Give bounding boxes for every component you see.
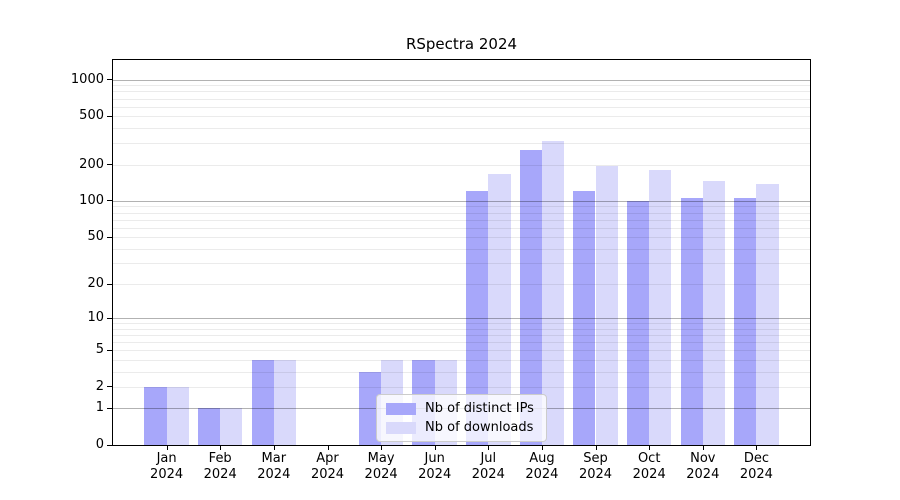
x-tick-label-oct-2024: Oct 2024 xyxy=(632,451,666,482)
bar-downloads-jul-2024 xyxy=(488,173,511,445)
x-tick-mark-oct-2024 xyxy=(649,445,651,450)
x-tick-mark-sep-2024 xyxy=(595,445,597,450)
bar-downloads-dec-2024 xyxy=(756,184,779,445)
legend-item-distinct-ips: Nb of distinct IPs xyxy=(386,401,534,416)
x-tick-mark-nov-2024 xyxy=(702,445,704,450)
x-tick-mark-jun-2024 xyxy=(434,445,436,450)
x-tick-label-mar-2024: Mar 2024 xyxy=(257,451,291,482)
y-tick-label-500: 500 xyxy=(79,108,104,124)
bar-downloads-jan-2024 xyxy=(166,386,189,445)
bar-distinct-ips-oct-2024 xyxy=(626,200,650,445)
x-tick-label-aug-2024: Aug 2024 xyxy=(525,451,559,482)
y-tick-label-200: 200 xyxy=(79,156,104,172)
y-tick-mark-50 xyxy=(107,236,113,238)
bar-downloads-nov-2024 xyxy=(702,181,726,445)
legend-swatch-distinct-ips xyxy=(386,402,416,415)
y-tick-mark-100 xyxy=(107,200,113,202)
x-tick-mark-jan-2024 xyxy=(166,445,168,450)
chart-title: RSpectra 2024 xyxy=(405,35,518,53)
x-tick-label-nov-2024: Nov 2024 xyxy=(686,451,720,482)
x-tick-label-may-2024: May 2024 xyxy=(364,451,398,482)
legend-label-distinct-ips: Nb of distinct IPs xyxy=(425,401,534,416)
x-tick-label-apr-2024: Apr 2024 xyxy=(310,451,345,482)
y-tick-label-100: 100 xyxy=(79,192,104,208)
legend-label-downloads: Nb of downloads xyxy=(425,420,534,435)
bar-downloads-oct-2024 xyxy=(649,170,672,445)
bar-distinct-ips-mar-2024 xyxy=(251,359,274,445)
y-tick-mark-1000 xyxy=(107,79,113,81)
bar-distinct-ips-jul-2024 xyxy=(466,191,489,445)
bar-downloads-aug-2024 xyxy=(541,141,565,445)
legend-item-downloads: Nb of downloads xyxy=(386,420,534,435)
bar-distinct-ips-aug-2024 xyxy=(519,149,542,445)
bar-downloads-sep-2024 xyxy=(595,165,618,445)
bar-distinct-ips-nov-2024 xyxy=(680,198,703,445)
legend: Nb of distinct IPs Nb of downloads xyxy=(376,394,547,442)
x-tick-mark-jul-2024 xyxy=(488,445,490,450)
y-tick-label-5: 5 xyxy=(95,342,104,358)
bar-distinct-ips-feb-2024 xyxy=(197,408,221,445)
y-tick-label-2: 2 xyxy=(95,378,104,394)
x-tick-mark-feb-2024 xyxy=(220,445,222,450)
y-tick-label-50: 50 xyxy=(87,229,104,245)
y-tick-mark-2 xyxy=(107,386,113,388)
x-tick-mark-dec-2024 xyxy=(756,445,758,450)
x-tick-label-dec-2024: Dec 2024 xyxy=(739,451,773,482)
x-tick-label-jan-2024: Jan 2024 xyxy=(150,451,184,482)
bar-downloads-mar-2024 xyxy=(273,359,297,445)
legend-swatch-downloads xyxy=(386,421,416,434)
y-tick-label-10: 10 xyxy=(87,310,104,326)
x-tick-label-jul-2024: Jul 2024 xyxy=(471,451,505,482)
y-tick-mark-1 xyxy=(107,407,113,409)
bar-distinct-ips-may-2024 xyxy=(358,371,382,445)
y-tick-mark-10 xyxy=(107,317,113,319)
y-tick-mark-5 xyxy=(107,349,113,351)
y-tick-mark-20 xyxy=(107,283,113,285)
bar-distinct-ips-dec-2024 xyxy=(734,198,757,445)
y-tick-mark-200 xyxy=(107,164,113,165)
bar-distinct-ips-jan-2024 xyxy=(144,386,167,445)
y-tick-label-0: 0 xyxy=(95,437,104,452)
bars-layer xyxy=(113,60,810,445)
bar-distinct-ips-sep-2024 xyxy=(573,190,596,445)
y-tick-label-20: 20 xyxy=(87,276,104,291)
x-tick-mark-may-2024 xyxy=(381,445,383,450)
x-tick-label-sep-2024: Sep 2024 xyxy=(578,451,613,482)
bar-downloads-feb-2024 xyxy=(220,408,243,445)
plot-area: Nb of distinct IPs Nb of downloads xyxy=(112,59,811,446)
y-tick-label-1000: 1000 xyxy=(70,71,104,87)
x-tick-mark-mar-2024 xyxy=(273,445,275,450)
y-tick-mark-0 xyxy=(107,444,113,446)
x-tick-label-feb-2024: Feb 2024 xyxy=(203,451,237,482)
x-tick-mark-aug-2024 xyxy=(541,445,543,450)
y-tick-label-1: 1 xyxy=(95,400,104,416)
x-tick-mark-apr-2024 xyxy=(327,445,329,450)
x-tick-label-jun-2024: Jun 2024 xyxy=(418,451,452,482)
y-tick-mark-500 xyxy=(107,115,113,117)
